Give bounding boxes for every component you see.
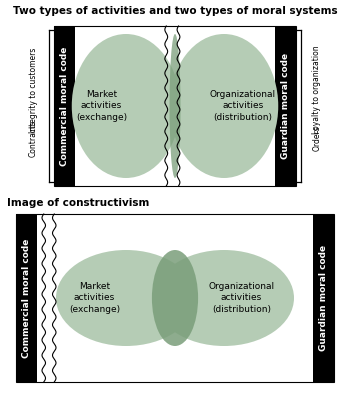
Text: Guardian moral code: Guardian moral code — [281, 53, 290, 159]
Ellipse shape — [170, 34, 278, 178]
Bar — [275, 26, 296, 186]
Bar — [16, 214, 334, 382]
Text: Market
activities
(exchange): Market activities (exchange) — [69, 282, 120, 314]
Ellipse shape — [72, 34, 180, 178]
Text: Commercial moral code: Commercial moral code — [60, 46, 69, 166]
Text: Organizational
activities
(distribution): Organizational activities (distribution) — [210, 90, 276, 122]
Bar — [54, 26, 75, 186]
Ellipse shape — [169, 34, 181, 178]
Bar — [16, 214, 37, 382]
Text: Guardian moral code: Guardian moral code — [319, 245, 328, 351]
Bar — [54, 26, 296, 186]
Ellipse shape — [154, 250, 294, 346]
Text: Orders: Orders — [312, 125, 321, 151]
Ellipse shape — [152, 250, 198, 346]
Text: Two types of activities and two types of moral systems: Two types of activities and two types of… — [13, 6, 337, 16]
Text: Commercial moral code: Commercial moral code — [22, 238, 31, 358]
Bar — [313, 214, 334, 382]
Text: Market
activities
(exchange): Market activities (exchange) — [76, 90, 127, 122]
Text: Contracts: Contracts — [29, 120, 38, 156]
Text: Image of constructivism: Image of constructivism — [7, 198, 149, 208]
Text: Loyalty to organization: Loyalty to organization — [312, 46, 321, 134]
Text: Organizational
activities
(distribution): Organizational activities (distribution) — [209, 282, 274, 314]
Text: Integrity to customers: Integrity to customers — [29, 47, 38, 133]
Ellipse shape — [56, 250, 196, 346]
